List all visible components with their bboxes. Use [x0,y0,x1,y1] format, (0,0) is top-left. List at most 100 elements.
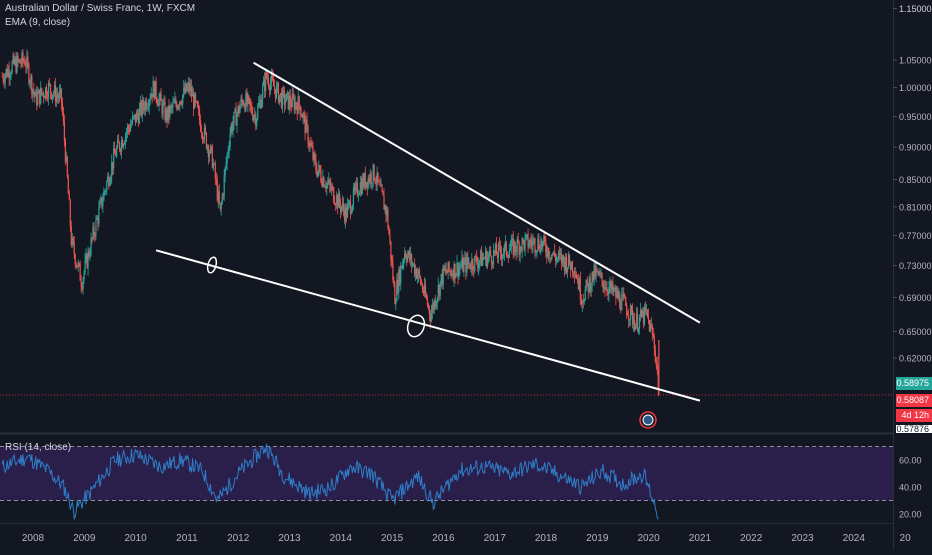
candle-body [137,115,139,124]
candle-body [629,319,631,321]
candle-body [262,86,264,100]
candle-body [428,306,430,315]
candle-body [78,262,80,264]
candle-body [449,270,451,272]
time-tick-label: 2013 [278,533,301,544]
candle-body [302,114,304,118]
time-tick-label: 2024 [843,533,866,544]
candle-body [588,277,590,293]
candle-body [402,262,404,269]
candle-body [522,238,524,241]
time-tick-label: 2020 [637,533,660,544]
candle-body [483,257,485,259]
candle-body [17,55,19,62]
candle-body [484,258,486,260]
candle-body [467,257,469,264]
candle-body [208,152,210,157]
time-tick-label: 2021 [689,533,712,544]
symbol-legend[interactable]: Australian Dollar / Swiss Franc, 1W, FXC… [5,3,196,14]
candle-body [526,234,528,236]
candle-body [470,267,472,270]
candle-body [16,55,18,73]
price-marker-ring [639,411,657,429]
candle-body [172,102,174,108]
candle-body [571,261,574,273]
candle-body [101,197,103,207]
candle-body [578,278,580,290]
candle-body [299,105,301,115]
candle-body [328,179,330,184]
candle-body [434,299,436,307]
candle-body [220,203,222,209]
candle-body [205,132,208,149]
candle-body [280,93,283,108]
candle-body [537,238,539,251]
candle-body [214,163,216,179]
candle-body [310,142,312,146]
price-marker-dot [642,414,654,426]
candle-body [337,195,339,208]
candle-body [560,253,562,255]
candle-body [553,251,555,255]
candle-body [394,284,396,305]
candle-body [26,56,28,67]
candles [0,49,893,397]
candle-body [184,87,186,93]
candle-body [59,88,62,92]
candle-body [594,264,596,277]
candle-body [610,281,612,290]
candle-body [527,234,529,248]
candle-body [247,95,249,105]
candle-body [506,254,508,257]
candle-body [284,101,286,105]
candle-body [419,276,422,284]
candle-body [33,89,35,93]
candle-body [79,263,81,281]
candle-body [70,226,72,246]
candle-body [497,243,500,258]
candle-body [371,182,373,184]
candle-body [603,287,605,289]
candle-body [193,94,196,109]
candle-body [448,261,450,271]
candle-body [74,254,76,265]
candle-body [561,255,564,264]
candle-body [96,218,98,220]
candle-body [219,203,221,209]
candle-body [187,86,189,91]
candle-body [656,363,658,369]
candle-body [190,86,192,92]
candle-body [257,107,259,120]
candle-body [20,63,22,65]
candle-body [634,324,637,330]
candle-body [40,87,42,104]
candle-body [42,92,44,94]
candle-body [508,251,510,258]
candle-body [607,291,609,295]
candle-body [396,280,398,302]
candle-body [654,348,656,362]
candle-body [320,171,322,182]
candle-body [274,88,277,99]
candle-body [626,305,628,315]
candle-body [130,123,133,126]
candle-body [24,61,26,66]
candle-body [139,102,141,109]
time-tick-label: 2012 [227,533,250,544]
rsi-legend[interactable]: RSI (14, close) [5,442,72,453]
candle-body [92,226,94,239]
candle-body [551,254,553,260]
candle-body [494,244,497,253]
candle-body [482,257,484,266]
candle-body [453,263,455,280]
ema-legend[interactable]: EMA (9, close) [5,17,71,28]
candle-body [182,94,184,105]
candle-body [305,119,307,134]
candle-body [129,125,132,132]
candle-body [385,205,387,216]
candle-body [637,328,640,331]
candle-body [431,304,433,313]
candle-body [224,167,226,176]
candle-body [104,191,106,192]
